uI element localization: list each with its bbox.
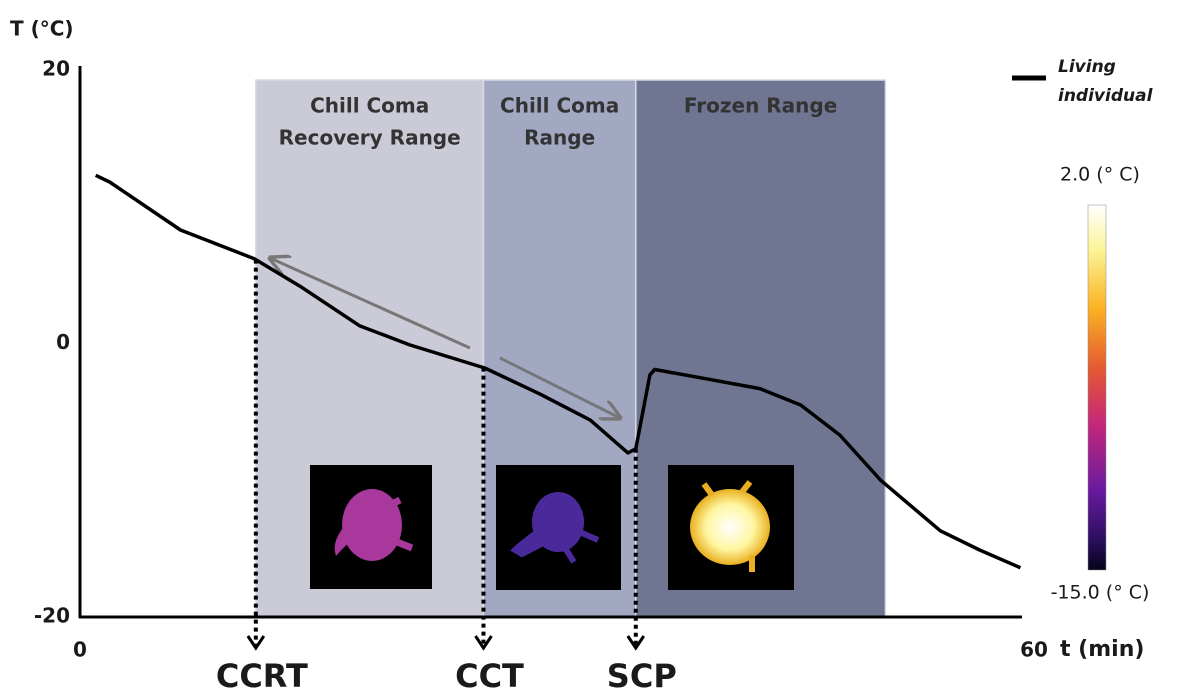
y-tick-label: -20 bbox=[34, 604, 70, 628]
y-tick-label: 20 bbox=[42, 57, 70, 81]
arrow bbox=[270, 258, 471, 350]
arrow bbox=[499, 356, 620, 418]
range-label: Range bbox=[524, 126, 595, 150]
marker-arrowhead bbox=[474, 635, 493, 651]
legend: Living individual bbox=[1058, 57, 1153, 106]
range-label: Chill Coma bbox=[310, 94, 429, 118]
x-tick-label: 60 bbox=[1020, 638, 1048, 662]
y-axis-label: T (°C) bbox=[10, 17, 74, 41]
range-label: Chill Coma bbox=[500, 94, 619, 118]
range-label: Frozen Range bbox=[684, 94, 837, 118]
x-axis-label: t (min) bbox=[1060, 637, 1144, 662]
colorbar-min: -15.0 (° C) bbox=[1051, 582, 1150, 604]
marker-label: CCRT bbox=[216, 657, 308, 695]
marker-label: SCP bbox=[607, 657, 677, 695]
colorbar-max: 2.0 (° C) bbox=[1060, 164, 1140, 186]
y-tick-label: 0 bbox=[56, 330, 70, 354]
marker-arrowhead bbox=[246, 635, 266, 651]
line bbox=[94, 173, 1022, 570]
marker-arrowhead bbox=[626, 635, 646, 651]
thermal-images bbox=[310, 465, 794, 590]
range-label: Recovery Range bbox=[279, 126, 461, 150]
colorbar bbox=[1087, 204, 1107, 571]
x-tick-label: 0 bbox=[73, 638, 87, 662]
legend-label: Living individual bbox=[1058, 57, 1153, 106]
marker-label: CCT bbox=[455, 657, 524, 695]
